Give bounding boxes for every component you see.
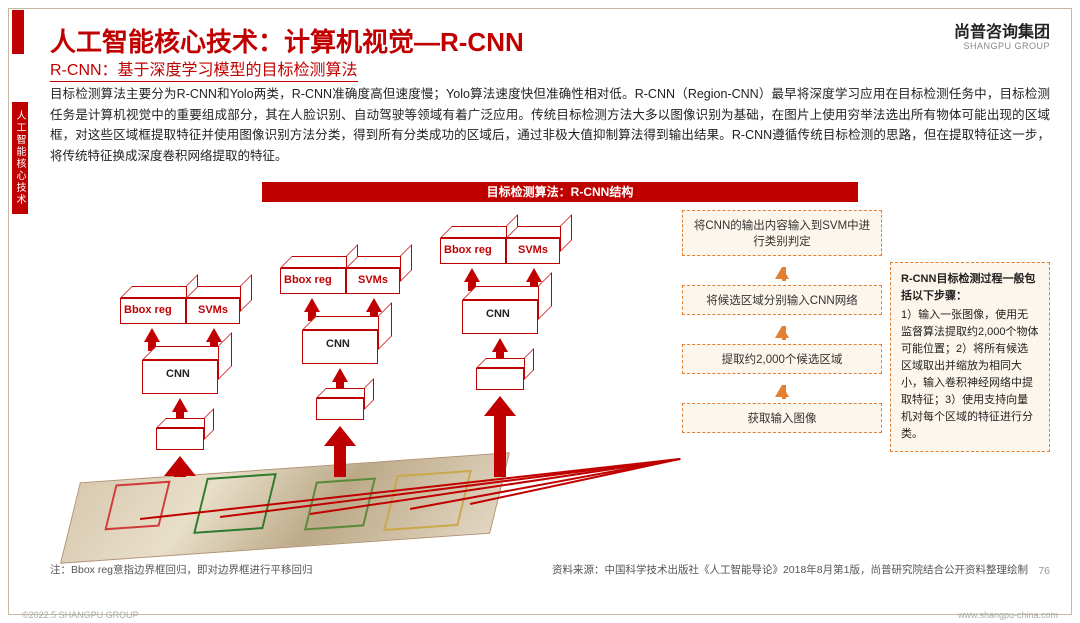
flow-step: 提取约2,000个候选区域	[682, 344, 882, 374]
flow-arrow-icon	[775, 385, 789, 397]
box-label: SVMs	[198, 304, 228, 316]
box-label: Bbox reg	[444, 244, 492, 256]
brand-cn: 尚普咨询集团	[954, 24, 1050, 42]
brand-logo: 尚普咨询集团 SHANGPU GROUP	[954, 24, 1050, 51]
arrow-up-icon	[464, 268, 480, 282]
page-number: 76	[1038, 565, 1050, 577]
steps-box: R-CNN目标检测过程一般包括以下步骤： 1）输入一张图像，使用无监督算法提取约…	[890, 262, 1050, 452]
page-subtitle: R-CNN：基于深度学习模型的目标检测算法	[50, 56, 358, 82]
box-label: SVMs	[358, 274, 388, 286]
arrow-up-icon	[304, 298, 320, 312]
box-label: CNN	[326, 338, 350, 350]
box-label: CNN	[166, 368, 190, 380]
content-area: 人工智能核心技术 尚普咨询集团 SHANGPU GROUP 人工智能核心技术：计…	[12, 10, 1068, 601]
footnote-left: 注：Bbox reg意指边界框回归，即对边界框进行平移回归	[50, 562, 313, 577]
flow-column: 将CNN的输出内容输入到SVM中进行类别判定 将候选区域分别输入CNN网络 提取…	[682, 210, 882, 433]
box-label: CNN	[486, 308, 510, 320]
arrow-up-icon	[332, 368, 348, 382]
corner-accent	[12, 10, 24, 54]
arrow-up-icon	[526, 268, 542, 282]
arrow-up-icon	[172, 398, 188, 412]
flow-arrow-icon	[775, 326, 789, 338]
rcnn-diagram: Bbox reg SVMs CNN Bbox reg SVMs CNN Bbox reg SV…	[50, 208, 670, 548]
website: www.shangpu-china.com	[958, 610, 1058, 620]
arrow-up-icon	[144, 328, 160, 342]
intro-paragraph: 目标检测算法主要分为R-CNN和Yolo两类，R-CNN准确度高但速度慢；Yol…	[50, 84, 1050, 167]
flow-arrow-icon	[775, 267, 789, 279]
box-label: Bbox reg	[124, 304, 172, 316]
steps-text: 1）输入一张图像，使用无监督算法提取约2,000个物体可能位置；2）将所有候选区…	[901, 307, 1039, 443]
page-title: 人工智能核心技术：计算机视觉—R-CNN	[50, 22, 524, 59]
copyright: ©2022.5 SHANGPU GROUP	[22, 610, 139, 620]
box-label: Bbox reg	[284, 274, 332, 286]
arrow-up-icon	[366, 298, 382, 312]
flow-step: 获取输入图像	[682, 403, 882, 433]
flow-step: 将候选区域分别输入CNN网络	[682, 285, 882, 315]
box-label: SVMs	[518, 244, 548, 256]
diagram-banner: 目标检测算法：R-CNN结构	[262, 182, 858, 202]
brand-en: SHANGPU GROUP	[954, 42, 1050, 52]
flow-step: 将CNN的输出内容输入到SVM中进行类别判定	[682, 210, 882, 256]
arrow-up-icon	[492, 338, 508, 352]
steps-title: R-CNN目标检测过程一般包括以下步骤：	[901, 271, 1039, 305]
side-tab: 人工智能核心技术	[12, 102, 28, 214]
footnote-right: 资料来源：中国科学技术出版社《人工智能导论》2018年8月第1版，尚普研究院结合…	[552, 562, 1028, 577]
arrow-up-icon	[206, 328, 222, 342]
